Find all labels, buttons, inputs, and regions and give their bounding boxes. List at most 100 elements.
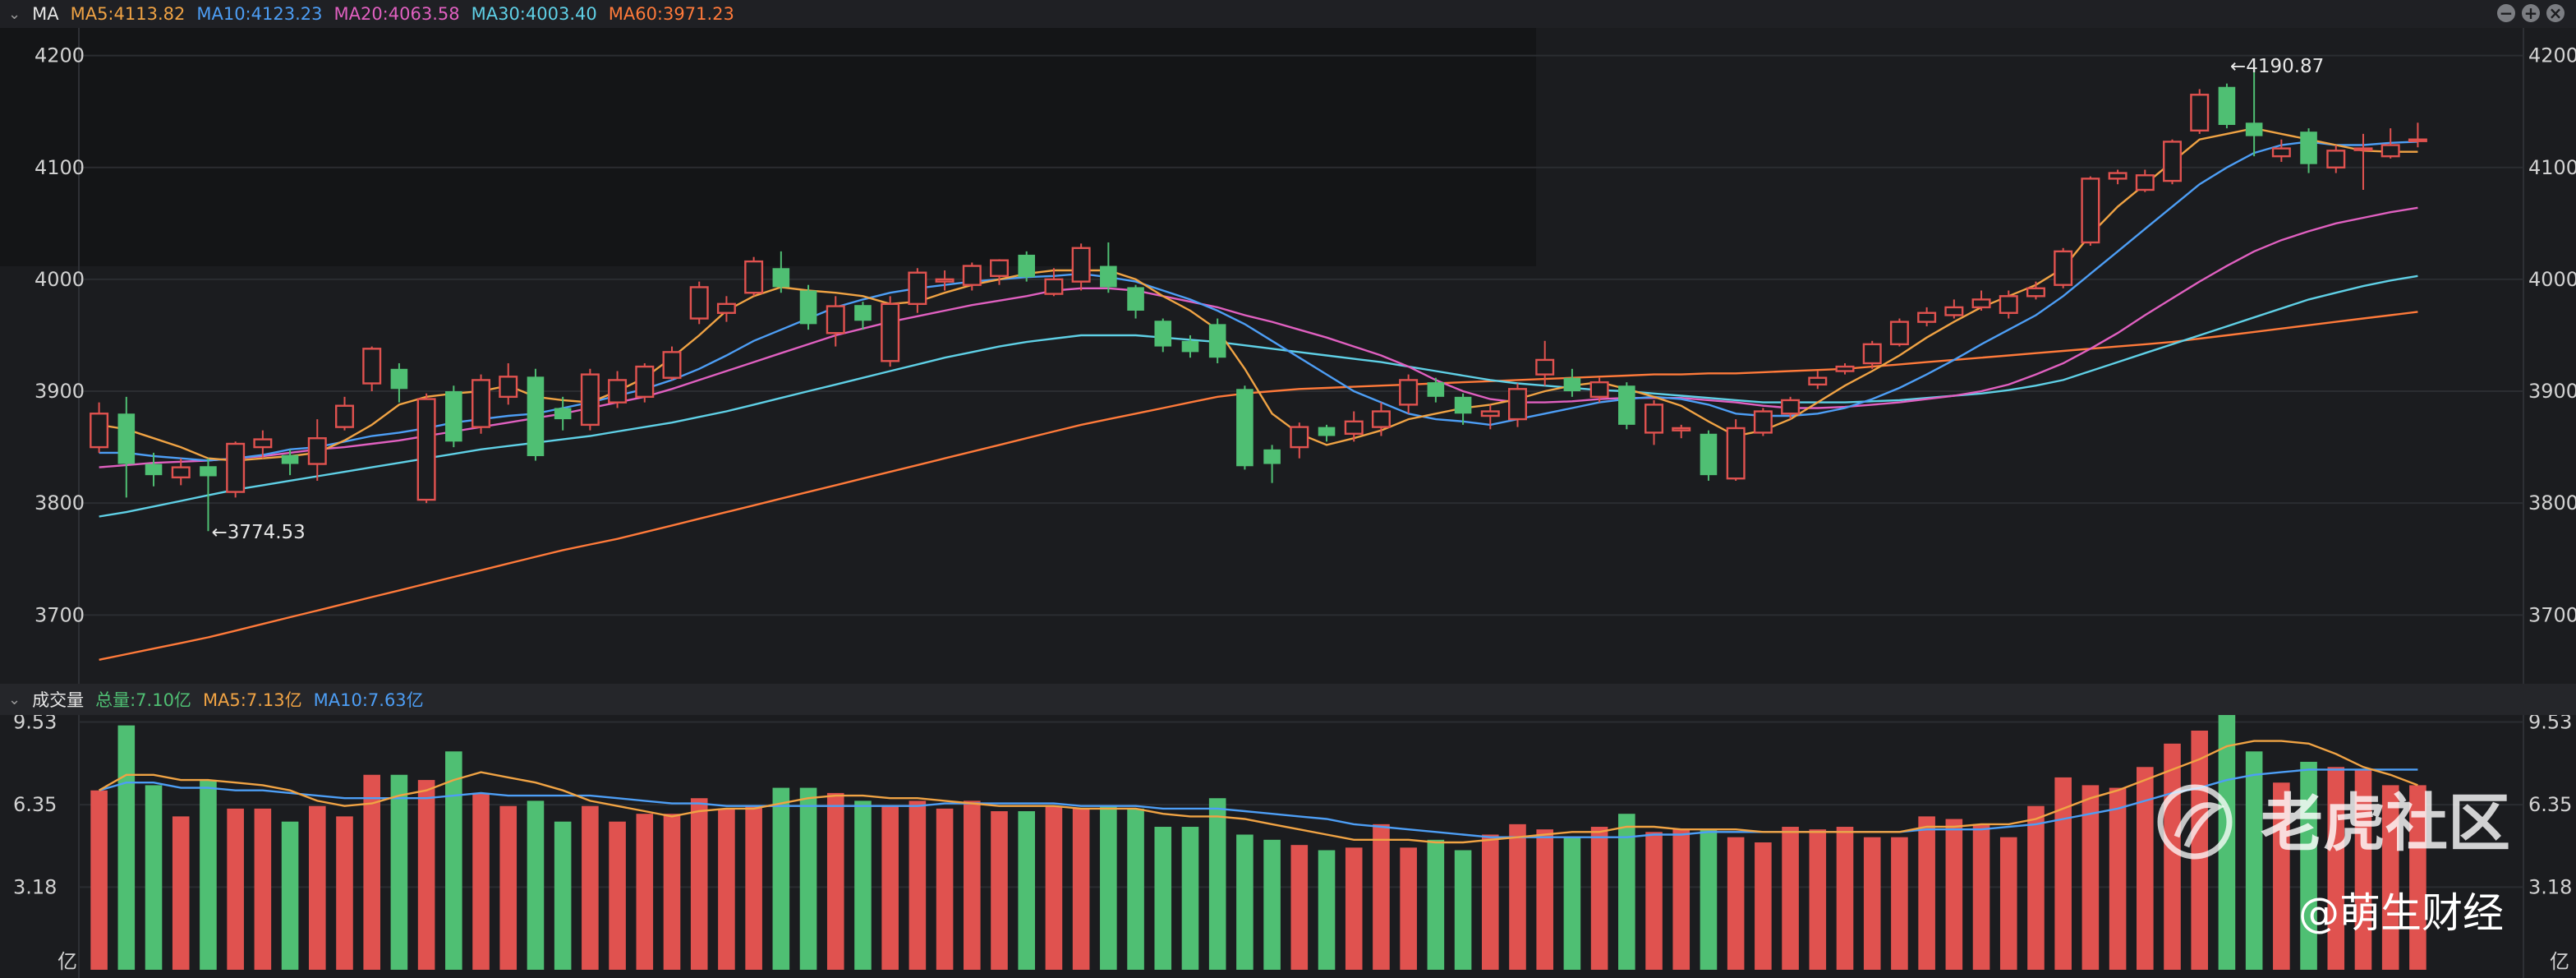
volume-bar (854, 800, 872, 970)
volume-unit-left: 亿 (58, 950, 77, 973)
volume-bar (1481, 834, 1499, 970)
candle (2245, 65, 2263, 157)
volume-collapse-caret-icon[interactable]: ⌄ (8, 690, 21, 708)
candle-body-up (2081, 178, 2100, 244)
candle-body-down (1154, 321, 1172, 347)
candle-body-up (2408, 138, 2427, 142)
volume-bar (2300, 761, 2317, 970)
candle-body-up (1535, 358, 1555, 376)
candle (1808, 371, 1828, 390)
candle (2353, 133, 2373, 190)
legend-total-volume: 总量:7.10亿 (95, 690, 191, 710)
candle (1480, 404, 1500, 430)
candle (390, 363, 408, 403)
candle-body-up (2380, 144, 2400, 158)
candle-body-down (799, 290, 817, 325)
candle (580, 368, 600, 431)
candle-body-up (1889, 321, 1909, 346)
volume-bar (336, 816, 353, 970)
volume-bar (472, 792, 490, 970)
candle (554, 396, 572, 431)
candlestick-chart: 4200 4200 4100 4100 4000 4000 3900 3900 3800 3800… (0, 28, 2576, 712)
candle-body-up (1781, 399, 1801, 415)
volume-bar (1782, 827, 1799, 970)
candle (2108, 169, 2128, 185)
candle (689, 281, 709, 325)
volume-bar (1509, 823, 1526, 970)
candle (854, 302, 872, 330)
volume-bar (281, 821, 299, 970)
candle-body-down (2245, 122, 2263, 136)
candle-body-up (1672, 427, 1691, 431)
candle-body-up (1589, 381, 1609, 399)
volume-bar (1427, 839, 1445, 970)
volume-ma-lines (99, 740, 2418, 844)
candle (472, 374, 491, 434)
volume-bar (1863, 837, 1881, 970)
candle (1672, 424, 1691, 439)
volume-bar (1891, 837, 1908, 970)
candle-body-down (2218, 86, 2236, 126)
candle-body-up (826, 305, 845, 334)
volume-bar (554, 821, 572, 970)
collapse-caret-icon[interactable]: ⌄ (8, 5, 21, 23)
volume-bar (745, 805, 762, 970)
candle-body-down (390, 368, 408, 390)
legend-volume-ma5: MA5:7.13亿 (202, 690, 302, 710)
candle-body-down (1100, 265, 1117, 288)
candle-body-down (1563, 377, 1581, 392)
candle (1644, 399, 1664, 445)
candle-body-up (2108, 172, 2128, 180)
volume-bar (1590, 827, 1608, 970)
price-tick-label-left: 3900 (34, 380, 85, 403)
close-icon[interactable]: × (2546, 4, 2564, 22)
legend-ma30: MA30:4003.40 (471, 4, 597, 24)
candle-body-up (1290, 426, 1309, 449)
volume-bar (609, 821, 626, 970)
price-panel-shade (0, 28, 1536, 266)
volume-bar (145, 785, 163, 970)
volume-bar (1373, 823, 1390, 970)
candle (416, 393, 436, 504)
volume-bar (390, 774, 408, 970)
volume-bars (90, 715, 2426, 970)
volume-bar (690, 798, 708, 970)
candle (200, 458, 217, 532)
candle (1290, 422, 1309, 459)
candle-body-up (1808, 376, 1828, 386)
candle-body-up (2163, 141, 2183, 182)
volume-bar (308, 805, 326, 970)
candle (1507, 383, 1527, 427)
candle-body-up (716, 302, 736, 314)
volume-bar (663, 814, 681, 970)
minimize-icon[interactable]: − (2497, 4, 2515, 22)
volume-bar (964, 800, 981, 970)
price-extreme-label: ←3774.53 (211, 522, 305, 543)
candle-body-down (117, 413, 136, 464)
candle (2408, 122, 2427, 148)
candle-body-up (1971, 298, 1991, 309)
price-tick-label-right: 3700 (2528, 603, 2576, 626)
candle (799, 284, 817, 330)
volume-bar (200, 780, 217, 970)
legend-volume-ma10: MA10:7.63亿 (313, 690, 424, 710)
ma30-line (99, 274, 2418, 518)
candle-body-up (90, 413, 109, 449)
volume-bar (2354, 769, 2372, 970)
volume-bar (2381, 785, 2399, 970)
candle-body-up (362, 348, 382, 385)
volume-bar (254, 808, 272, 970)
candle (1236, 385, 1254, 470)
volume-tick-label-right: 3.18 (2528, 875, 2572, 898)
volume-axis: 9.53 9.53 6.35 6.35 3.18 3.18 亿 亿 (13, 715, 2572, 973)
volume-bar (772, 787, 790, 970)
window-controls: − + × (2497, 4, 2564, 22)
volume-bar (117, 725, 136, 970)
volume-bar (499, 805, 518, 970)
maximize-icon[interactable]: + (2522, 4, 2540, 22)
watermark-author: @萌生财经 (2298, 889, 2504, 937)
candle (307, 419, 327, 481)
volume-bar (1318, 850, 1336, 970)
candle (281, 449, 299, 476)
candle-body-down (854, 305, 872, 321)
